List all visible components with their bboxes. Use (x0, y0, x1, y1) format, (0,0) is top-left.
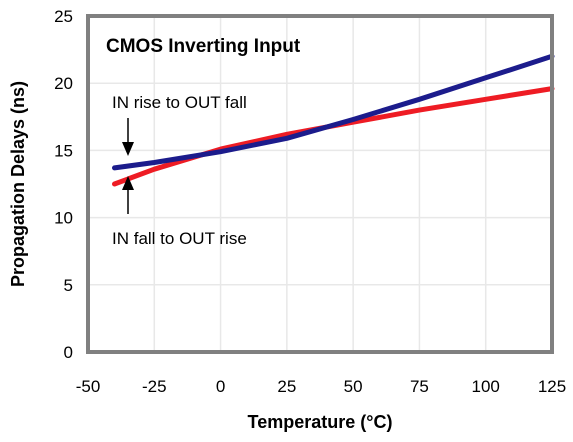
series-line (112, 53, 555, 171)
y-tick-label: 0 (64, 343, 73, 362)
annotation-rise-to-fall: IN rise to OUT fall (112, 93, 247, 112)
y-tick-label: 15 (54, 141, 73, 160)
x-tick-label: -50 (76, 377, 101, 396)
arrow-up-icon (122, 176, 134, 214)
y-tick-label: 5 (64, 276, 73, 295)
y-tick-label: 25 (54, 7, 73, 26)
grid (88, 16, 552, 352)
y-axis-title: Propagation Delays (ns) (8, 81, 28, 287)
series-layer (112, 53, 555, 187)
y-tick-label: 10 (54, 209, 73, 228)
x-tick-label: 50 (344, 377, 363, 396)
chart-title: CMOS Inverting Input (106, 36, 301, 57)
plot-frame (86, 14, 554, 354)
x-tick-label: -25 (142, 377, 167, 396)
x-tick-label: 100 (472, 377, 500, 396)
x-axis-title: Temperature (°C) (248, 412, 393, 432)
y-tick-label: 20 (54, 74, 73, 93)
x-tick-label: 0 (216, 377, 225, 396)
x-tick-label: 25 (277, 377, 296, 396)
arrow-down-icon (122, 118, 134, 156)
annotation-fall-to-rise: IN fall to OUT rise (112, 229, 247, 248)
x-tick-label: 125 (538, 377, 566, 396)
tick-labels: -50 -25 0 25 50 75 100 125 0 5 10 15 20 25 (54, 7, 566, 396)
x-tick-label: 75 (410, 377, 429, 396)
